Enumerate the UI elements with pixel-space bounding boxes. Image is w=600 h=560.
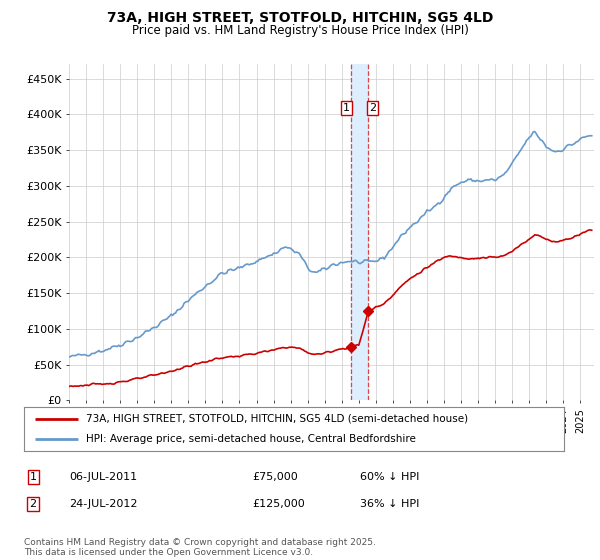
Text: 2: 2 xyxy=(29,499,37,509)
Text: 73A, HIGH STREET, STOTFOLD, HITCHIN, SG5 4LD: 73A, HIGH STREET, STOTFOLD, HITCHIN, SG5… xyxy=(107,11,493,25)
Text: 60% ↓ HPI: 60% ↓ HPI xyxy=(360,472,419,482)
Text: 36% ↓ HPI: 36% ↓ HPI xyxy=(360,499,419,509)
Text: 73A, HIGH STREET, STOTFOLD, HITCHIN, SG5 4LD (semi-detached house): 73A, HIGH STREET, STOTFOLD, HITCHIN, SG5… xyxy=(86,414,468,424)
Text: 24-JUL-2012: 24-JUL-2012 xyxy=(69,499,137,509)
Text: £125,000: £125,000 xyxy=(252,499,305,509)
Text: 1: 1 xyxy=(343,103,350,113)
Text: Price paid vs. HM Land Registry's House Price Index (HPI): Price paid vs. HM Land Registry's House … xyxy=(131,24,469,36)
Text: 06-JUL-2011: 06-JUL-2011 xyxy=(69,472,137,482)
Text: HPI: Average price, semi-detached house, Central Bedfordshire: HPI: Average price, semi-detached house,… xyxy=(86,434,416,444)
Text: Contains HM Land Registry data © Crown copyright and database right 2025.
This d: Contains HM Land Registry data © Crown c… xyxy=(24,538,376,557)
Text: £75,000: £75,000 xyxy=(252,472,298,482)
Text: 1: 1 xyxy=(29,472,37,482)
Text: 2: 2 xyxy=(369,103,376,113)
Bar xyxy=(350,64,368,400)
